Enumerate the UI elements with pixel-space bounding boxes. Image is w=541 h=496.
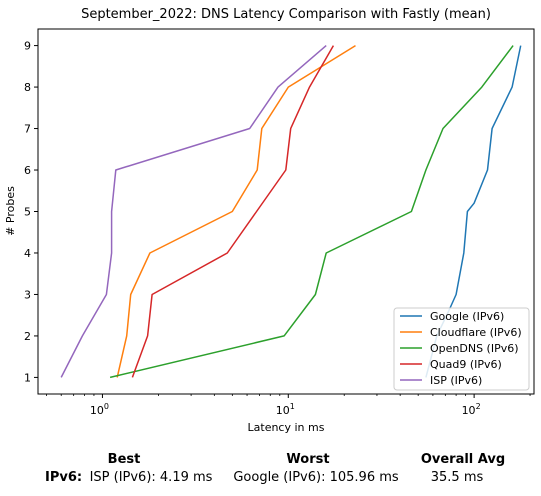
x-tick-label: 102 [462,402,481,417]
axis-ticks: 1 2 3 4 5 6 7 8 9 100 101 102 [24,40,531,417]
worst-value: Google (IPv6): 105.96 ms [233,470,399,485]
legend-label: OpenDNS (IPv6) [430,342,519,355]
y-tick-label: 1 [24,371,31,384]
series-line-cloudflare-ipv6 [116,44,356,378]
y-tick-label: 9 [24,40,31,53]
legend: Google (IPv6) Cloudflare (IPv6) OpenDNS (I… [393,307,530,391]
y-tick-label: 8 [24,81,31,94]
x-axis-label: Latency in ms [248,421,325,434]
y-tick-label: 2 [24,330,31,343]
summary-table: Best Worst Overall Avg IPv6: ISP (IPv6):… [0,448,541,496]
overall-avg-header: Overall Avg [420,452,506,467]
legend-box [393,307,530,391]
legend-label: Quad9 (IPv6) [430,358,502,371]
worst-header: Worst [286,452,330,467]
x-tick-label: 101 [276,402,295,417]
y-tick-label: 5 [24,206,31,219]
legend-label: Cloudflare (IPv6) [430,326,522,339]
series-line-quad9-ipv6 [131,45,335,378]
chart-title: September_2022: DNS Latency Comparison w… [81,7,491,22]
overall-avg-value: 35.5 ms [430,470,484,485]
best-header: Best [107,452,141,467]
series-line-isp-ipv6 [60,45,327,378]
y-tick-label: 3 [24,288,31,301]
legend-label: Google (IPv6) [430,310,504,323]
y-axis-label: # Probes [4,186,17,236]
y-tick-label: 7 [24,123,31,136]
latency-chart: September_2022: DNS Latency Comparison w… [4,7,535,434]
x-tick-label: 100 [90,402,109,417]
best-value: ISP (IPv6): 4.19 ms [89,470,213,485]
ipv6-row-label: IPv6: [45,470,83,485]
y-tick-label: 6 [24,164,31,177]
series-line-opendns-ipv6 [109,45,514,379]
legend-label: ISP (IPv6) [430,374,482,387]
y-tick-label: 4 [24,247,31,260]
